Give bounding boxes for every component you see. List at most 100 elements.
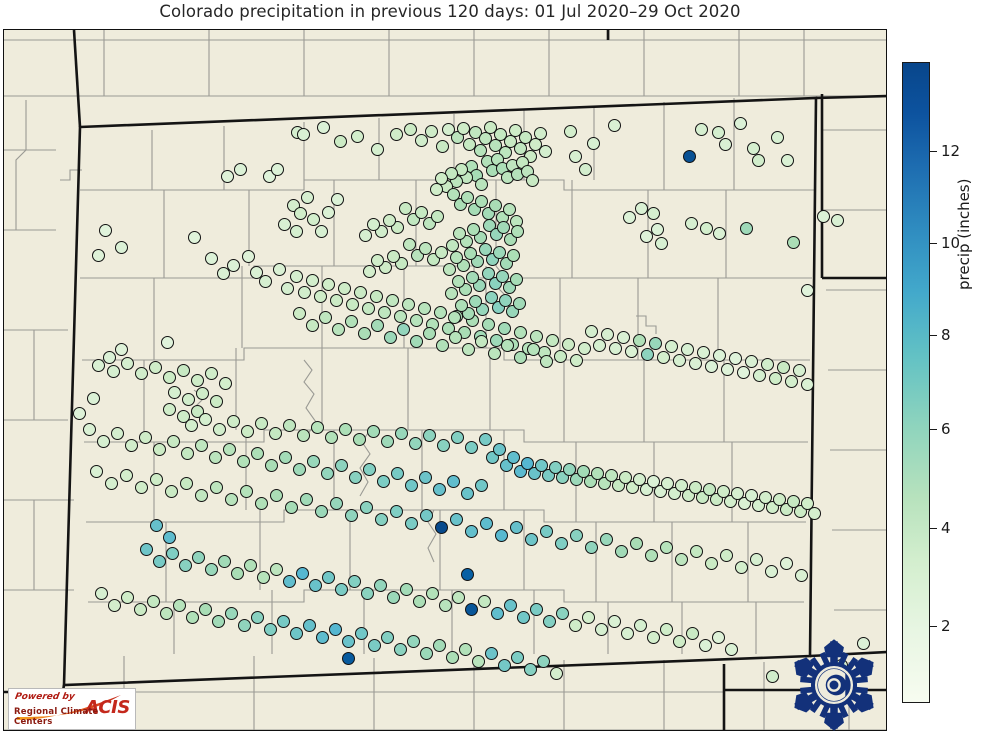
station-point[interactable] [555, 606, 569, 620]
station-point[interactable] [314, 504, 328, 518]
station-point[interactable] [370, 253, 384, 267]
station-point[interactable] [344, 508, 358, 522]
station-point[interactable] [768, 371, 782, 385]
station-point[interactable] [166, 434, 180, 448]
station-point[interactable] [704, 359, 718, 373]
station-point[interactable] [584, 324, 598, 338]
station-point[interactable] [492, 245, 506, 259]
station-point[interactable] [672, 353, 686, 367]
station-point[interactable] [204, 251, 218, 265]
station-point[interactable] [646, 206, 660, 220]
station-point[interactable] [497, 658, 511, 672]
station-point[interactable] [240, 424, 254, 438]
station-point[interactable] [329, 496, 343, 510]
station-point[interactable] [786, 235, 800, 249]
station-point[interactable] [320, 466, 334, 480]
station-point[interactable] [300, 190, 314, 204]
station-point[interactable] [268, 426, 282, 440]
station-point[interactable] [353, 285, 367, 299]
station-point[interactable] [718, 137, 732, 151]
station-point[interactable] [350, 129, 364, 143]
station-point[interactable] [510, 224, 524, 238]
station-point[interactable] [386, 249, 400, 263]
station-point[interactable] [358, 228, 372, 242]
station-point[interactable] [72, 406, 86, 420]
station-point[interactable] [239, 484, 253, 498]
station-point[interactable] [134, 366, 148, 380]
station-point[interactable] [104, 476, 118, 490]
station-point[interactable] [529, 602, 543, 616]
station-point[interactable] [634, 201, 648, 215]
station-point[interactable] [688, 480, 702, 494]
station-point[interactable] [464, 602, 478, 616]
station-point[interactable] [102, 350, 116, 364]
station-point[interactable] [159, 606, 173, 620]
station-point[interactable] [680, 342, 694, 356]
station-point[interactable] [383, 330, 397, 344]
station-point[interactable] [89, 464, 103, 478]
station-point[interactable] [434, 520, 448, 534]
station-point[interactable] [526, 342, 540, 356]
station-point[interactable] [360, 586, 374, 600]
station-point[interactable] [780, 153, 794, 167]
station-point[interactable] [495, 269, 509, 283]
station-point[interactable] [492, 442, 506, 456]
station-point[interactable] [744, 488, 758, 502]
station-point[interactable] [509, 272, 523, 286]
station-point[interactable] [348, 470, 362, 484]
station-point[interactable] [218, 376, 232, 390]
station-point[interactable] [699, 221, 713, 235]
station-point[interactable] [654, 236, 668, 250]
station-point[interactable] [337, 281, 351, 295]
station-point[interactable] [474, 334, 488, 348]
station-point[interactable] [374, 512, 388, 526]
station-point[interactable] [616, 330, 630, 344]
station-point[interactable] [712, 348, 726, 362]
station-point[interactable] [310, 420, 324, 434]
station-point[interactable] [386, 590, 400, 604]
station-point[interactable] [418, 241, 432, 255]
station-point[interactable] [341, 634, 355, 648]
station-point[interactable] [432, 482, 446, 496]
station-point[interactable] [452, 226, 466, 240]
station-point[interactable] [510, 650, 524, 664]
station-point[interactable] [432, 638, 446, 652]
station-point[interactable] [380, 434, 394, 448]
station-point[interactable] [462, 137, 476, 151]
station-point[interactable] [333, 134, 347, 148]
station-point[interactable] [243, 558, 257, 572]
station-point[interactable] [460, 567, 474, 581]
station-point[interactable] [124, 438, 138, 452]
station-point[interactable] [389, 127, 403, 141]
station-point[interactable] [419, 508, 433, 522]
station-point[interactable] [733, 116, 747, 130]
station-point[interactable] [390, 466, 404, 480]
station-point[interactable] [513, 350, 527, 364]
station-point[interactable] [728, 351, 742, 365]
station-point[interactable] [484, 290, 498, 304]
station-point[interactable] [563, 124, 577, 138]
station-point[interactable] [674, 552, 688, 566]
station-point[interactable] [484, 646, 498, 660]
station-point[interactable] [433, 305, 447, 319]
station-point[interactable] [659, 622, 673, 636]
station-point[interactable] [82, 422, 96, 436]
station-point[interactable] [165, 546, 179, 560]
station-point[interactable] [776, 360, 790, 374]
station-point[interactable] [114, 342, 128, 356]
station-point[interactable] [539, 354, 553, 368]
station-point[interactable] [211, 614, 225, 628]
station-point[interactable] [106, 364, 120, 378]
station-point[interactable] [451, 590, 465, 604]
station-point[interactable] [321, 205, 335, 219]
station-point[interactable] [644, 548, 658, 562]
station-point[interactable] [592, 338, 606, 352]
station-point[interactable] [370, 318, 384, 332]
station-point[interactable] [209, 394, 223, 408]
station-point[interactable] [86, 391, 100, 405]
station-point[interactable] [107, 598, 121, 612]
station-point[interactable] [357, 326, 371, 340]
station-point[interactable] [604, 468, 618, 482]
station-point[interactable] [296, 428, 310, 442]
station-point[interactable] [91, 358, 105, 372]
